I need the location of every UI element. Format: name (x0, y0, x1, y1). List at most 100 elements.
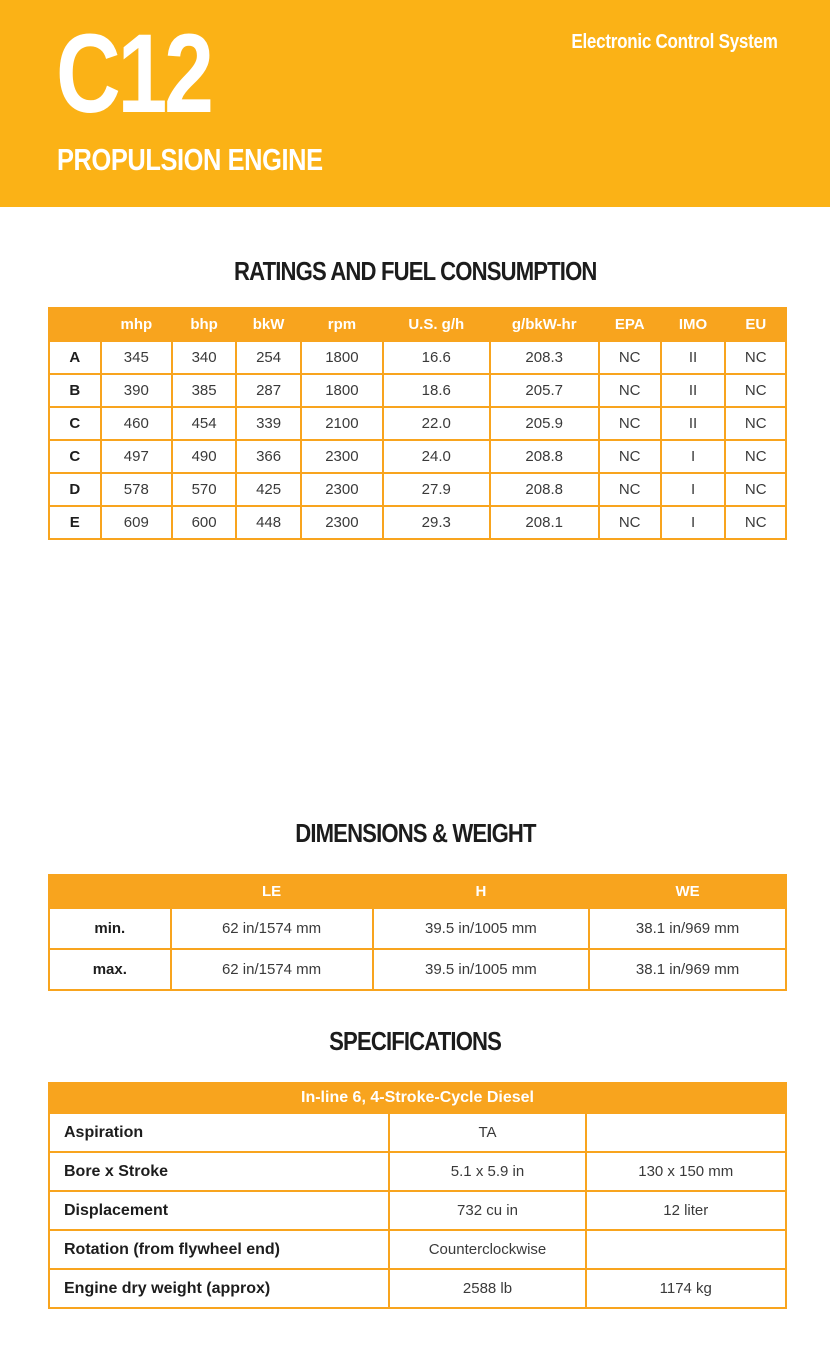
data-cell: 208.8 (488, 472, 600, 507)
ratings-table: mhp bhp bkW rpm U.S. g/h g/bkW-hr EPA IMO EU A 34… (48, 307, 787, 540)
control-system-tagline: Electronic Control System (571, 31, 778, 53)
row-label: Aspiration (47, 1112, 391, 1153)
column-header: rpm (300, 307, 384, 342)
data-cell: 29.3 (381, 505, 491, 540)
data-cell: 5.1 x 5.9 in (388, 1151, 587, 1192)
data-cell: 339 (235, 406, 303, 441)
table-row: Rotation (from flywheel end) Counterclock… (47, 1229, 788, 1270)
table-row: max. 62 in/1574 mm 39.5 in/1005 mm 38.1 in/… (48, 948, 787, 991)
data-cell: 345 (99, 340, 174, 375)
data-cell: NC (597, 505, 662, 540)
data-cell: I (659, 505, 727, 540)
data-cell: 732 cu in (388, 1190, 587, 1231)
data-cell: 208.8 (488, 439, 600, 474)
data-cell: 27.9 (381, 472, 491, 507)
data-cell: 254 (235, 340, 303, 375)
data-cell: 38.1 in/969 mm (588, 948, 787, 991)
data-cell: 2300 (300, 505, 384, 540)
data-cell: 62 in/1574 mm (169, 907, 374, 950)
column-header: WE (588, 874, 787, 909)
dimensions-section-title: DIMENSIONS & WEIGHT (294, 818, 536, 848)
data-cell: 1174 kg (584, 1268, 788, 1309)
dimensions-table-header: LE H WE (48, 874, 787, 909)
header-band: C12 PROPULSION ENGINE Electronic Control… (0, 0, 830, 207)
table-row: C 460 454 339 2100 22.0 205.9 NC II NC (48, 406, 787, 441)
row-label: B (48, 373, 102, 408)
data-cell: 287 (235, 373, 303, 408)
row-label: C (48, 406, 102, 441)
data-cell: I (659, 472, 727, 507)
row-label: C (48, 439, 102, 474)
data-cell: 130 x 150 mm (584, 1151, 788, 1192)
specifications-table-body: Aspiration TA Bore x Stroke 5.1 x 5.9 in 130… (47, 1112, 788, 1309)
data-cell (584, 1112, 788, 1153)
data-cell: 578 (99, 472, 174, 507)
engine-model-title: C12 (56, 11, 214, 136)
data-cell: 497 (99, 439, 174, 474)
data-cell: 16.6 (381, 340, 491, 375)
table-row: Displacement 732 cu in 12 liter (47, 1190, 788, 1231)
data-cell (584, 1229, 788, 1270)
table-row: B 390 385 287 1800 18.6 205.7 NC II NC (48, 373, 787, 408)
specifications-section-title: SPECIFICATIONS (329, 1026, 502, 1056)
column-header: H (371, 874, 591, 909)
data-cell: 2100 (300, 406, 384, 441)
specifications-table: In-line 6, 4-Stroke-Cycle Diesel Aspirat… (47, 1082, 788, 1309)
table-row: Engine dry weight (approx) 2588 lb 1174 kg (47, 1268, 788, 1309)
column-header: g/bkW-hr (488, 307, 600, 342)
data-cell: 490 (171, 439, 238, 474)
data-cell: II (659, 406, 727, 441)
row-label: Displacement (47, 1190, 391, 1231)
data-cell: 208.3 (488, 340, 600, 375)
data-cell: 1800 (300, 340, 384, 375)
ratings-section-title: RATINGS AND FUEL CONSUMPTION (233, 256, 597, 286)
column-header: bkW (235, 307, 303, 342)
data-cell: 609 (99, 505, 174, 540)
row-label: A (48, 340, 102, 375)
table-header-row: LE H WE (48, 874, 787, 909)
column-header (48, 874, 172, 909)
dimensions-table: LE H WE min. 62 in/1574 mm 39.5 in/1005 mm 38… (48, 874, 787, 991)
data-cell: NC (597, 406, 662, 441)
row-label: min. (48, 907, 172, 950)
data-cell: 24.0 (381, 439, 491, 474)
data-cell: 366 (235, 439, 303, 474)
data-cell: II (659, 340, 727, 375)
row-label: Engine dry weight (approx) (47, 1268, 391, 1309)
data-cell: NC (724, 505, 787, 540)
data-cell: I (659, 439, 727, 474)
table-row: min. 62 in/1574 mm 39.5 in/1005 mm 38.1 in/… (48, 907, 787, 950)
row-label: Rotation (from flywheel end) (47, 1229, 391, 1270)
data-cell: 39.5 in/1005 mm (371, 907, 591, 950)
data-cell: NC (597, 472, 662, 507)
data-cell: 570 (171, 472, 238, 507)
column-header: EPA (597, 307, 662, 342)
specifications-table-title-cell: In-line 6, 4-Stroke-Cycle Diesel (48, 1082, 787, 1114)
data-cell: 2588 lb (388, 1268, 587, 1309)
data-cell: NC (724, 406, 787, 441)
column-header: LE (169, 874, 374, 909)
data-cell: 385 (171, 373, 238, 408)
data-cell: 454 (171, 406, 238, 441)
row-label: E (48, 505, 102, 540)
data-cell: 62 in/1574 mm (169, 948, 374, 991)
data-cell: 1800 (300, 373, 384, 408)
data-cell: 18.6 (381, 373, 491, 408)
table-row: Aspiration TA (47, 1112, 788, 1153)
data-cell: 448 (235, 505, 303, 540)
data-cell: NC (724, 439, 787, 474)
data-cell: 208.1 (488, 505, 600, 540)
column-header: bhp (171, 307, 238, 342)
data-cell: TA (388, 1112, 587, 1153)
row-label: max. (48, 948, 172, 991)
table-row: C 497 490 366 2300 24.0 208.8 NC I NC (48, 439, 787, 474)
column-header: mhp (99, 307, 174, 342)
data-cell: 39.5 in/1005 mm (371, 948, 591, 991)
data-cell: NC (597, 439, 662, 474)
data-cell: 2300 (300, 472, 384, 507)
engine-type-subtitle: PROPULSION ENGINE (57, 142, 323, 177)
data-cell: NC (597, 373, 662, 408)
data-cell: 205.7 (488, 373, 600, 408)
data-cell: 2300 (300, 439, 384, 474)
data-cell: 340 (171, 340, 238, 375)
